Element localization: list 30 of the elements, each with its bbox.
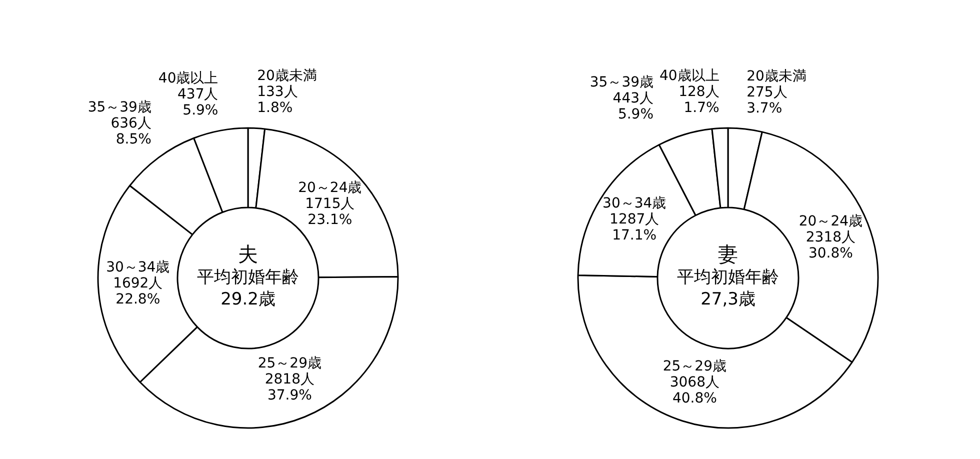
slice-label: 35～39歳 — [88, 100, 152, 116]
text: 平均初婚年齢 — [677, 267, 779, 288]
slice-label: 30～34歳 — [106, 259, 170, 276]
text: 29.2歳 — [220, 289, 276, 310]
text: 27,3歳 — [700, 289, 756, 310]
data-label: 3068人 40.8% — [670, 374, 720, 407]
data-label: 2318人 30.8% — [806, 230, 856, 262]
data-label: 636人 8.5% — [110, 116, 152, 148]
slice-label: 25～29歳 — [258, 356, 322, 372]
slice-label: 20歳未満 — [257, 68, 317, 84]
slice-label: 20～24歳 — [298, 180, 362, 196]
data-label: 275人 3.7% — [746, 84, 788, 117]
slice-label: 40歳以上 — [158, 70, 218, 86]
data-label: 443人 5.9% — [612, 90, 654, 122]
slice-label: 20歳未満 — [746, 68, 806, 85]
data-label: 128人 1.7% — [678, 84, 720, 116]
slice-label: 40歳以上 — [660, 68, 720, 84]
data-label: 2818人 37.9% — [264, 372, 314, 404]
data-label: 1715人 23.1% — [305, 196, 355, 228]
data-label: 1692人 22.8% — [113, 275, 163, 308]
slice-label: 20～24歳 — [798, 214, 863, 230]
slice-label: 35～39歳 — [590, 74, 654, 90]
text: 妻 — [718, 242, 738, 266]
slice-label: 30～34歳 — [602, 195, 666, 212]
slice-label: 25～29歳 — [662, 358, 726, 375]
data-label: 133人 1.8% — [257, 84, 298, 116]
text: 夫 — [238, 242, 258, 266]
data-label: 437人 5.9% — [178, 86, 218, 118]
data-label: 1287人 17.1% — [610, 211, 660, 244]
text: 平均初婚年齢 — [197, 267, 299, 288]
